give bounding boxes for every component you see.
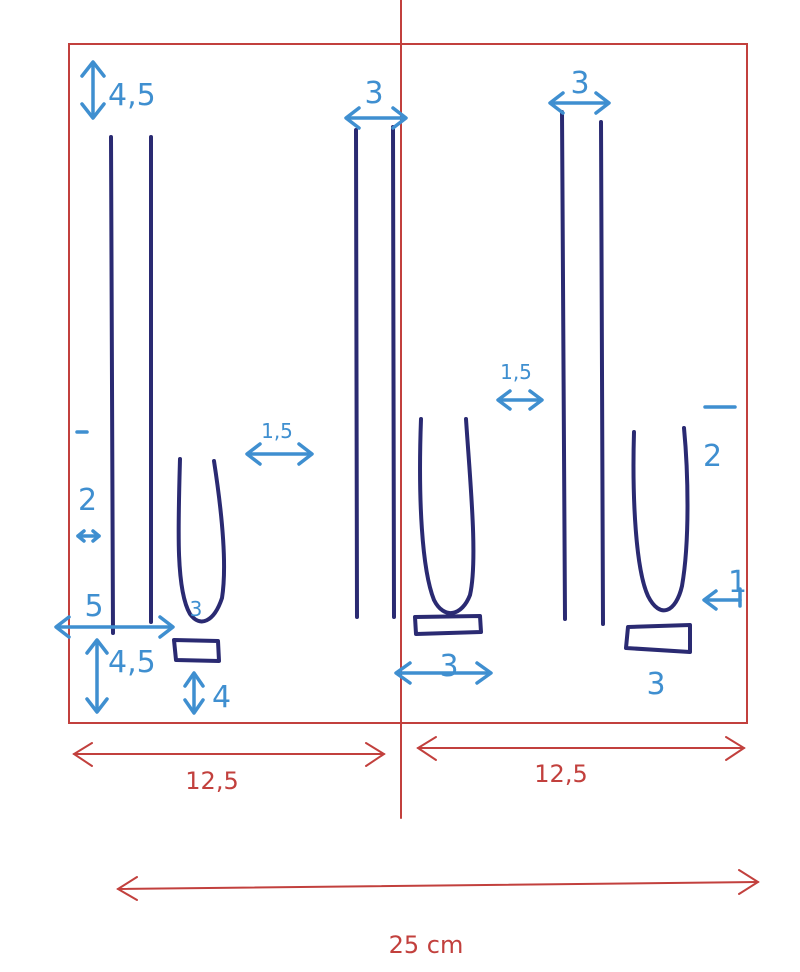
bottom-left-height-label: 4,5 <box>108 645 156 680</box>
bottom-left-height-dimension <box>85 638 109 714</box>
half-right-measure <box>416 736 746 761</box>
total-measure <box>116 869 760 901</box>
center-bottom-width-dimension <box>394 661 493 685</box>
bottom-left-margin-dimension <box>54 615 175 639</box>
half-left-label: 12,5 <box>185 767 238 795</box>
left-tab <box>172 638 221 663</box>
bottom-left-small-label: 3 <box>190 597 203 621</box>
bottom-tab-height-dimension <box>183 671 205 715</box>
right-side-small-dimension <box>702 587 742 611</box>
left-side-dash-label: 2 <box>78 483 97 518</box>
right-top-width-label: 3 <box>570 66 589 101</box>
top-left-margin-label: 4,5 <box>108 78 156 113</box>
right-strips <box>560 110 605 626</box>
right-side-small-label: 1 <box>728 565 747 600</box>
right-pocket <box>631 426 690 613</box>
left-strips <box>109 135 153 635</box>
center-pocket <box>418 417 476 615</box>
right-bottom-width-label: 3 <box>646 667 665 702</box>
center-strips <box>354 125 396 619</box>
left-gap-label: 1,5 <box>261 419 293 443</box>
half-left-measure <box>72 742 386 767</box>
right-side-dash-label: 2 <box>703 439 722 474</box>
right-gap-dimension <box>496 389 544 411</box>
center-tab <box>413 614 483 636</box>
center-top-width-dimension <box>344 106 408 130</box>
center-bottom-width-label: 3 <box>439 649 458 684</box>
total-label: 25 cm <box>389 931 464 959</box>
left-side-dash-dimension <box>76 529 101 543</box>
bottom-tab-height-label: 4 <box>212 680 231 715</box>
right-gap-label: 1,5 <box>500 360 532 384</box>
center-top-width-label: 3 <box>364 76 383 111</box>
half-right-label: 12,5 <box>534 760 587 788</box>
left-gap-dimension <box>245 442 314 466</box>
right-tab <box>624 623 692 654</box>
left-pocket <box>176 457 227 624</box>
bottom-left-margin-label: 5 <box>84 589 103 624</box>
right-top-width-dimension <box>548 91 611 115</box>
top-left-vertical-dimension <box>80 60 106 120</box>
outer-frame <box>68 43 748 724</box>
